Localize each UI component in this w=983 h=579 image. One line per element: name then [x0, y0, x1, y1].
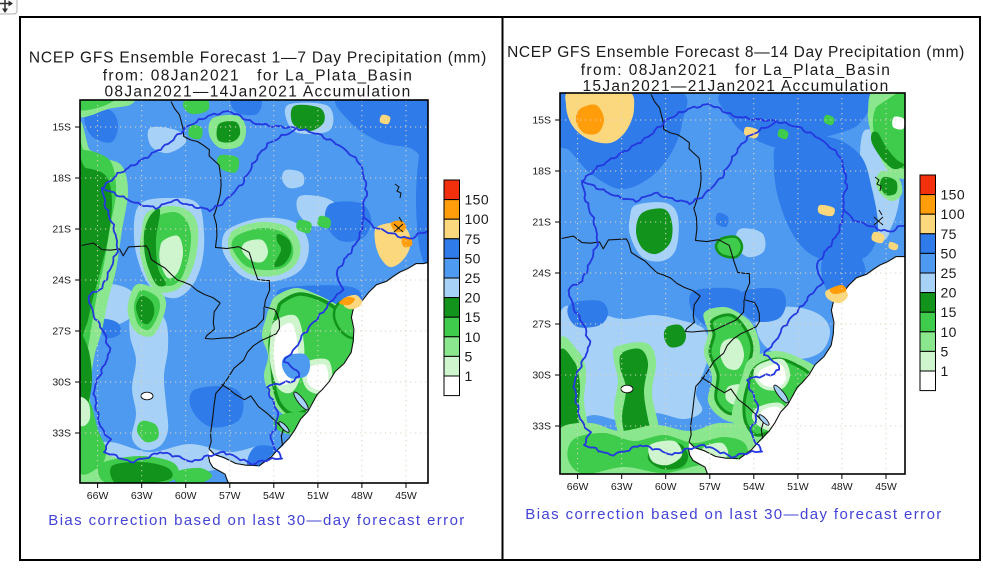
svg-text:24S: 24S: [52, 275, 71, 287]
svg-text:21S: 21S: [532, 217, 551, 229]
svg-text:21S: 21S: [52, 224, 71, 236]
svg-text:33S: 33S: [52, 428, 71, 440]
svg-text:150: 150: [941, 187, 966, 203]
svg-text:60W: 60W: [175, 490, 197, 502]
svg-text:57W: 57W: [699, 481, 721, 493]
svg-text:Bias correction based on last: Bias correction based on last 30—day for…: [525, 506, 942, 523]
svg-text:5: 5: [941, 343, 949, 359]
svg-text:100: 100: [941, 206, 966, 222]
svg-text:from: 08Jan2021 for La_Plata: from: 08Jan2021 for La_Plata_Basin: [103, 68, 414, 85]
svg-text:25: 25: [465, 270, 481, 286]
svg-text:NCEP GFS Ensemble Forecast 8—1: NCEP GFS Ensemble Forecast 8—14 Day Prec…: [507, 44, 965, 61]
svg-text:NCEP GFS Ensemble Forecast 1—7: NCEP GFS Ensemble Forecast 1—7 Day Preci…: [29, 50, 487, 67]
svg-text:15Jan2021—21Jan2021 Accumulati: 15Jan2021—21Jan2021 Accumulation: [582, 78, 889, 95]
svg-text:20: 20: [941, 285, 957, 301]
svg-text:45W: 45W: [875, 481, 897, 493]
svg-text:25: 25: [941, 265, 957, 281]
svg-text:5: 5: [465, 348, 473, 364]
svg-text:18S: 18S: [532, 166, 551, 178]
svg-text:27S: 27S: [532, 319, 551, 331]
svg-text:10: 10: [941, 324, 957, 340]
svg-text:51W: 51W: [307, 490, 329, 502]
svg-text:27S: 27S: [52, 326, 71, 338]
svg-text:1: 1: [941, 363, 949, 379]
svg-text:75: 75: [465, 231, 481, 247]
svg-text:63W: 63W: [611, 481, 633, 493]
svg-text:150: 150: [465, 192, 490, 208]
svg-text:66W: 66W: [567, 481, 589, 493]
svg-text:1: 1: [465, 368, 473, 384]
svg-text:75: 75: [941, 226, 957, 242]
svg-text:48W: 48W: [351, 490, 373, 502]
svg-text:60W: 60W: [655, 481, 677, 493]
svg-text:45W: 45W: [395, 490, 417, 502]
svg-text:18S: 18S: [52, 173, 71, 185]
svg-text:10: 10: [465, 329, 481, 345]
svg-text:24S: 24S: [532, 268, 551, 280]
svg-text:50: 50: [465, 250, 481, 266]
svg-text:51W: 51W: [787, 481, 809, 493]
svg-text:54W: 54W: [743, 481, 765, 493]
svg-text:15: 15: [465, 309, 481, 325]
svg-text:63W: 63W: [131, 490, 153, 502]
svg-text:30S: 30S: [52, 377, 71, 389]
svg-text:54W: 54W: [263, 490, 285, 502]
svg-text:from: 08Jan2021 for La_Plata: from: 08Jan2021 for La_Plata_Basin: [581, 62, 892, 79]
svg-text:08Jan2021—14Jan2021 Accumulati: 08Jan2021—14Jan2021 Accumulation: [104, 84, 411, 101]
svg-text:66W: 66W: [87, 490, 109, 502]
svg-text:48W: 48W: [831, 481, 853, 493]
svg-text:15S: 15S: [52, 122, 71, 134]
svg-text:50: 50: [941, 245, 957, 261]
svg-text:20: 20: [465, 290, 481, 306]
svg-text:100: 100: [465, 211, 490, 227]
svg-text:15S: 15S: [532, 115, 551, 127]
svg-text:Bias correction based on last: Bias correction based on last 30—day for…: [48, 512, 465, 529]
svg-text:57W: 57W: [219, 490, 241, 502]
svg-text:30S: 30S: [532, 370, 551, 382]
svg-text:33S: 33S: [532, 421, 551, 433]
svg-text:15: 15: [941, 304, 957, 320]
